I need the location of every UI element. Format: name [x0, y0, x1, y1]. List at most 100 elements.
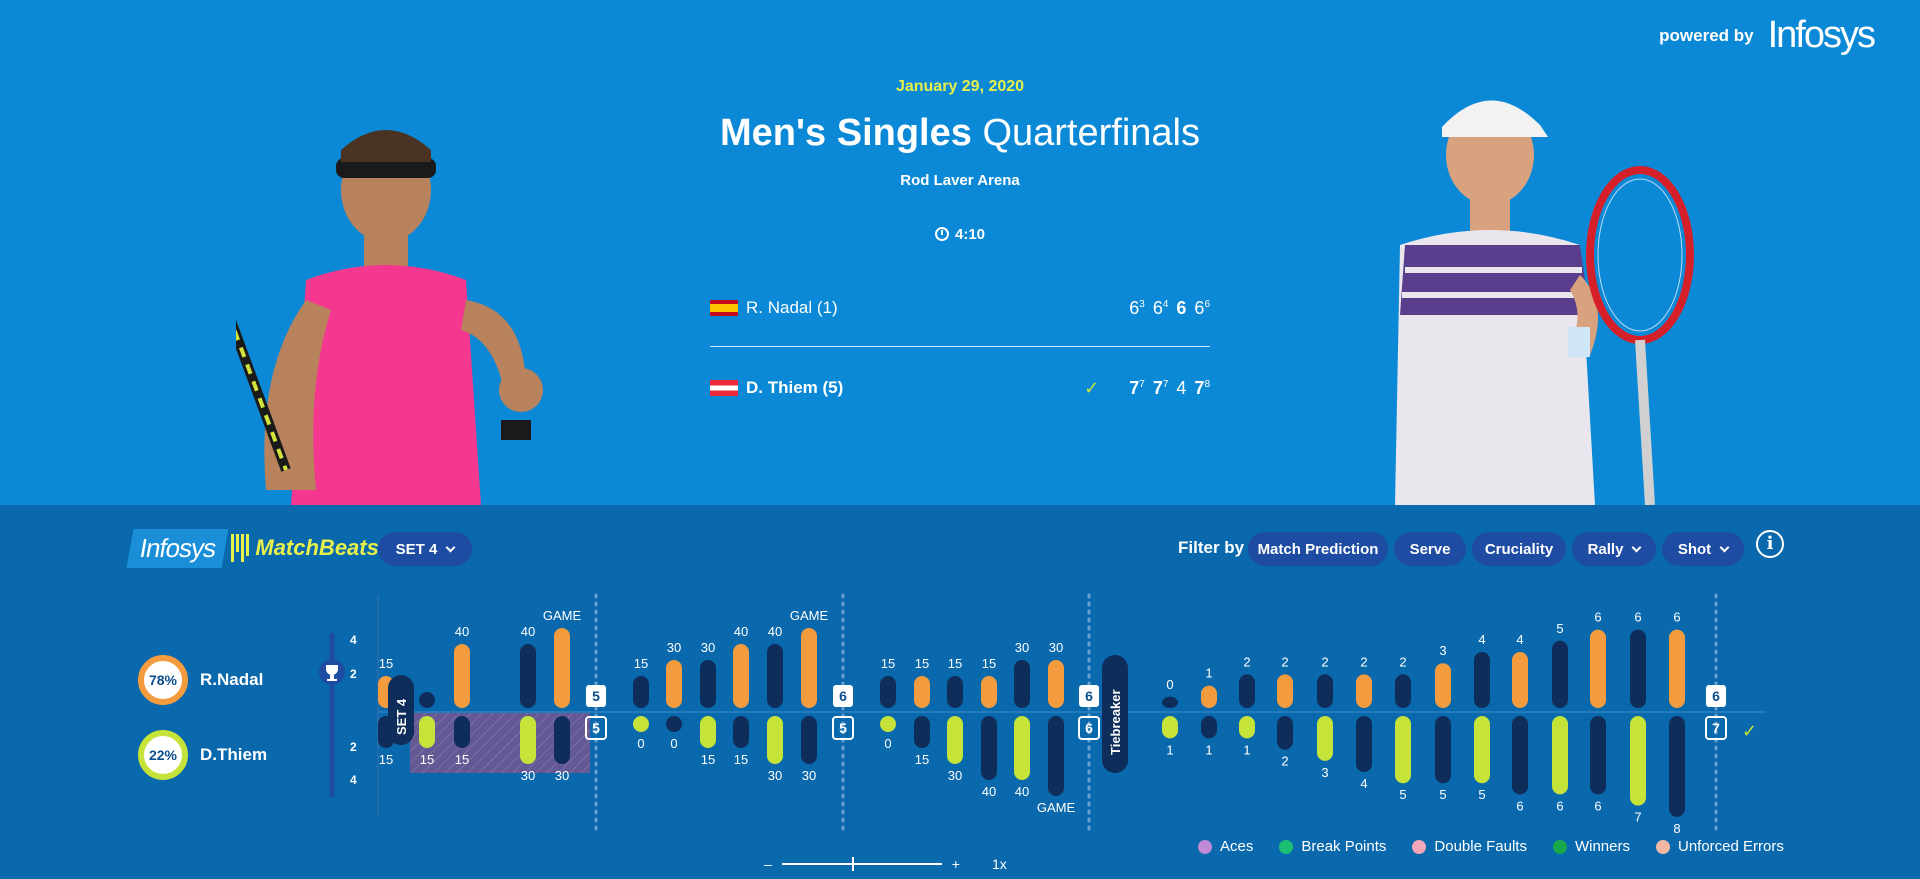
info-icon[interactable]: i	[1756, 530, 1784, 558]
thiem-point-bar	[981, 716, 997, 780]
filter-shot-dropdown[interactable]: Shot	[1662, 532, 1744, 566]
game-point-column[interactable]: 40 15	[454, 624, 470, 767]
thiem-point-bar	[1552, 716, 1568, 795]
game-point-column[interactable]: GAME 30	[543, 608, 582, 783]
game-point-column[interactable]: 45	[1474, 632, 1490, 802]
austria-flag-icon	[710, 380, 738, 396]
game-point-column[interactable]: 66	[1590, 610, 1606, 814]
nadal-point-label: 30	[667, 640, 681, 655]
nadal-point-bar	[1014, 660, 1030, 708]
game-point-column[interactable]: 30 15	[700, 640, 716, 767]
legend-label: Winners	[1574, 838, 1630, 855]
nadal-point-bar	[880, 676, 896, 708]
legend-label: Unforced Errors	[1677, 838, 1784, 855]
nadal-point-bar	[1630, 629, 1646, 708]
match-venue: Rod Laver Arena	[900, 172, 1020, 189]
zoom-slider[interactable]	[781, 857, 942, 871]
infosys-logo[interactable]: Infosys	[1767, 14, 1876, 56]
zoom-handle[interactable]	[851, 857, 854, 871]
game-point-column[interactable]: 21	[1239, 654, 1255, 757]
game-point-column[interactable]: GAME 30	[790, 608, 829, 783]
filter-cruciality[interactable]: Cruciality	[1472, 532, 1566, 566]
spain-flag-icon	[710, 300, 738, 316]
clock-icon	[934, 227, 949, 241]
thiem-point-label: 30	[768, 768, 782, 783]
thiem-point-label: 7	[1634, 810, 1641, 825]
player-row-thiem: D. Thiem (5) ✓ 77 77 4 78	[710, 371, 1210, 405]
game-point-column[interactable]: 30 GAME	[1037, 640, 1076, 815]
thiem-point-label: 6	[1516, 798, 1523, 813]
nadal-point-bar	[801, 628, 817, 708]
duration-value: 4:10	[954, 226, 986, 243]
set-4-marker: SET 4	[388, 675, 414, 745]
filter-match-prediction[interactable]: Match Prediction	[1248, 532, 1388, 566]
game-point-column[interactable]: 67	[1630, 610, 1646, 825]
game-point-column[interactable]: 22	[1277, 654, 1293, 769]
nadal-point-label: 40	[734, 624, 748, 639]
games-won: 6	[1152, 297, 1163, 318]
tiebreaker-marker: Tiebreaker	[1102, 655, 1128, 773]
game-point-column[interactable]: 46	[1512, 632, 1528, 813]
filter-by-label: Filter by	[1178, 538, 1245, 557]
nadal-point-label: 6	[1594, 610, 1601, 625]
nadal-point-label: 30	[1049, 640, 1063, 655]
thiem-games: 5	[592, 720, 600, 736]
game-point-column[interactable]: 35	[1435, 643, 1451, 802]
nadal-point-label: 2	[1321, 654, 1328, 669]
nadal-point-bar	[767, 644, 783, 708]
nadal-game-badge	[1706, 685, 1726, 707]
game-point-column[interactable]: 40 30	[520, 624, 536, 783]
game-point-column[interactable]: 56	[1552, 621, 1568, 814]
tiebreak-points: 8	[1204, 378, 1210, 390]
game-point-column[interactable]: 25	[1395, 654, 1411, 802]
nadal-games: 6	[839, 688, 847, 704]
legend-winners: Winners	[1552, 838, 1630, 855]
thiem-point-bar	[1048, 716, 1064, 796]
game-point-column[interactable]: 15 0	[880, 656, 896, 751]
game-separators	[594, 593, 1718, 837]
game-point-column[interactable]: 15 0	[633, 656, 649, 751]
nadal-point-bar	[700, 660, 716, 708]
game-point-column[interactable]: 40 30	[767, 624, 783, 783]
thiem-point-bar	[520, 716, 536, 764]
thiem-point-label: 30	[802, 768, 816, 783]
thiem-point-label: 30	[948, 768, 962, 783]
player-name: R. Nadal (1)	[746, 298, 838, 317]
game-point-column[interactable]: 24	[1356, 654, 1372, 791]
double-fault-icon	[1412, 839, 1427, 854]
filter-label: Serve	[1409, 540, 1451, 558]
game-point-column[interactable]: 15	[419, 692, 435, 767]
game-point-column[interactable]: 01	[1162, 677, 1178, 758]
nadal-point-bar	[1512, 652, 1528, 708]
winner-icon	[1552, 839, 1567, 854]
nadal-point-bar	[1048, 660, 1064, 708]
legend-unforced-errors: Unforced Errors	[1655, 838, 1784, 855]
thiem-point-bar	[801, 716, 817, 764]
game-point-column[interactable]: 68	[1669, 610, 1685, 836]
thiem-point-label: 30	[521, 768, 535, 783]
thiem-point-label: 0	[637, 736, 644, 751]
game-point-column[interactable]: 11	[1201, 666, 1217, 758]
game-point-column[interactable]: 30 0	[666, 640, 682, 751]
nadal-point-label: GAME	[543, 608, 582, 623]
game-point-column[interactable]: 30 40	[1014, 640, 1030, 799]
nadal-point-bar	[554, 628, 570, 708]
nadal-point-bar	[1201, 685, 1217, 708]
game-point-column[interactable]: 40 15	[733, 624, 749, 767]
thiem-point-bar	[666, 716, 682, 732]
set-selector-dropdown[interactable]: SET 4	[378, 532, 472, 566]
filter-serve[interactable]: Serve	[1394, 532, 1466, 566]
game-score: 67	[1705, 685, 1727, 740]
zoom-in-button[interactable]: +	[951, 856, 960, 872]
game-point-column[interactable]: 23	[1317, 654, 1333, 780]
set-scores: ✓ 77 77 4 78	[1084, 378, 1210, 399]
axis-tick: 4	[350, 773, 357, 787]
filter-rally-dropdown[interactable]: Rally	[1572, 532, 1656, 566]
zoom-out-button[interactable]: –	[764, 856, 772, 872]
thiem-point-label: 0	[670, 736, 677, 751]
